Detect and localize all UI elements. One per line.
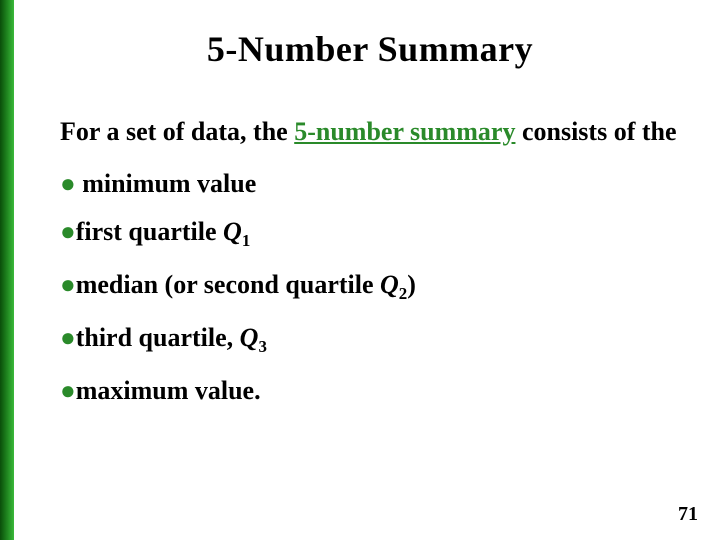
item-text: minimum value (82, 169, 256, 198)
bullet-icon: ● (60, 270, 76, 299)
page-number: 71 (678, 503, 698, 526)
slide-title: 5-Number Summary (60, 28, 680, 70)
q-symbol: Q (240, 323, 259, 352)
q-subscript: 2 (399, 284, 407, 303)
q-symbol: Q (223, 217, 242, 246)
q-subscript: 3 (258, 337, 266, 356)
item-text: first quartile (76, 217, 223, 246)
list-item: ● minimum value (60, 171, 680, 197)
accent-bar (0, 0, 14, 540)
intro-text: For a set of data, the 5-number summary … (60, 114, 680, 149)
bullet-icon: ● (60, 376, 76, 405)
q-symbol: Q (380, 270, 399, 299)
list-item: ●first quartile Q1 (60, 219, 680, 250)
bullet-icon: ● (60, 323, 76, 352)
intro-prefix: For a set of data, the (60, 117, 294, 146)
intro-term: 5-number summary (294, 117, 515, 146)
list-item: ●median (or second quartile Q2) (60, 272, 680, 303)
bullet-icon: ● (60, 169, 76, 198)
item-text: third quartile, (76, 323, 240, 352)
q-subscript: 1 (242, 231, 250, 250)
item-text: maximum value. (76, 376, 261, 405)
intro-suffix: consists of the (515, 117, 676, 146)
item-text: median (or second quartile (76, 270, 380, 299)
list-item: ●third quartile, Q3 (60, 325, 680, 356)
item-suffix: ) (407, 270, 416, 299)
list-item: ●maximum value. (60, 378, 680, 404)
bullet-icon: ● (60, 217, 76, 246)
slide-content: 5-Number Summary For a set of data, the … (0, 0, 720, 404)
